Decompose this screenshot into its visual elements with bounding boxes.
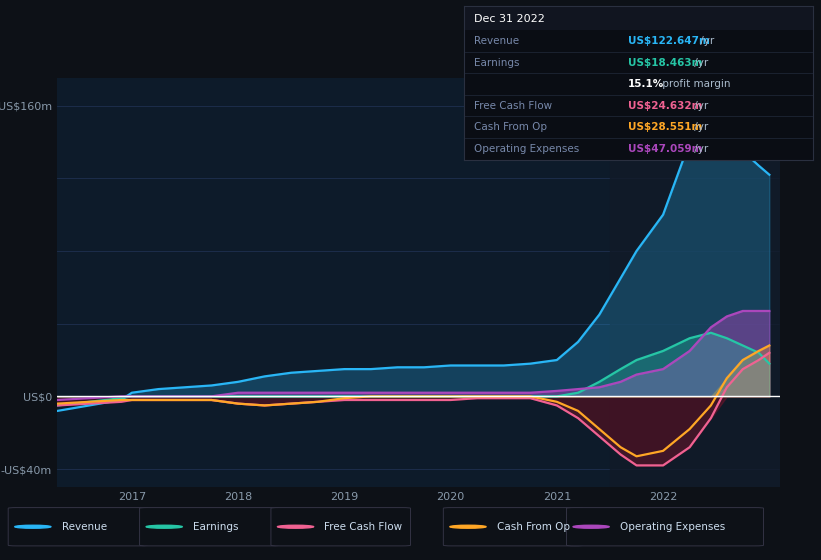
Text: profit margin: profit margin xyxy=(659,79,731,89)
Text: Earnings: Earnings xyxy=(193,522,238,532)
Text: /yr: /yr xyxy=(697,36,714,46)
FancyBboxPatch shape xyxy=(271,507,410,546)
Circle shape xyxy=(15,525,51,528)
Text: Free Cash Flow: Free Cash Flow xyxy=(475,101,553,111)
Text: Earnings: Earnings xyxy=(475,58,520,68)
Text: /yr: /yr xyxy=(690,101,708,111)
Text: Dec 31 2022: Dec 31 2022 xyxy=(475,13,545,24)
Text: Free Cash Flow: Free Cash Flow xyxy=(324,522,402,532)
Text: Cash From Op: Cash From Op xyxy=(475,122,548,132)
Text: US$24.632m: US$24.632m xyxy=(628,101,702,111)
Text: Cash From Op: Cash From Op xyxy=(497,522,570,532)
Circle shape xyxy=(146,525,182,528)
Bar xyxy=(610,78,780,487)
Text: Revenue: Revenue xyxy=(62,522,107,532)
FancyBboxPatch shape xyxy=(140,507,279,546)
Circle shape xyxy=(277,525,314,528)
FancyBboxPatch shape xyxy=(8,507,148,546)
Bar xyxy=(464,6,813,30)
Text: /yr: /yr xyxy=(690,144,708,154)
Text: US$18.463m: US$18.463m xyxy=(628,58,702,68)
Text: US$28.551m: US$28.551m xyxy=(628,122,702,132)
Text: Operating Expenses: Operating Expenses xyxy=(620,522,725,532)
Text: /yr: /yr xyxy=(690,58,708,68)
Text: US$47.059m: US$47.059m xyxy=(628,144,702,154)
Text: Revenue: Revenue xyxy=(475,36,520,46)
Circle shape xyxy=(450,525,486,528)
FancyBboxPatch shape xyxy=(443,507,583,546)
Text: Operating Expenses: Operating Expenses xyxy=(475,144,580,154)
Text: /yr: /yr xyxy=(690,122,708,132)
Text: US$122.647m: US$122.647m xyxy=(628,36,709,46)
Text: 15.1%: 15.1% xyxy=(628,79,664,89)
FancyBboxPatch shape xyxy=(566,507,764,546)
Circle shape xyxy=(573,525,609,528)
